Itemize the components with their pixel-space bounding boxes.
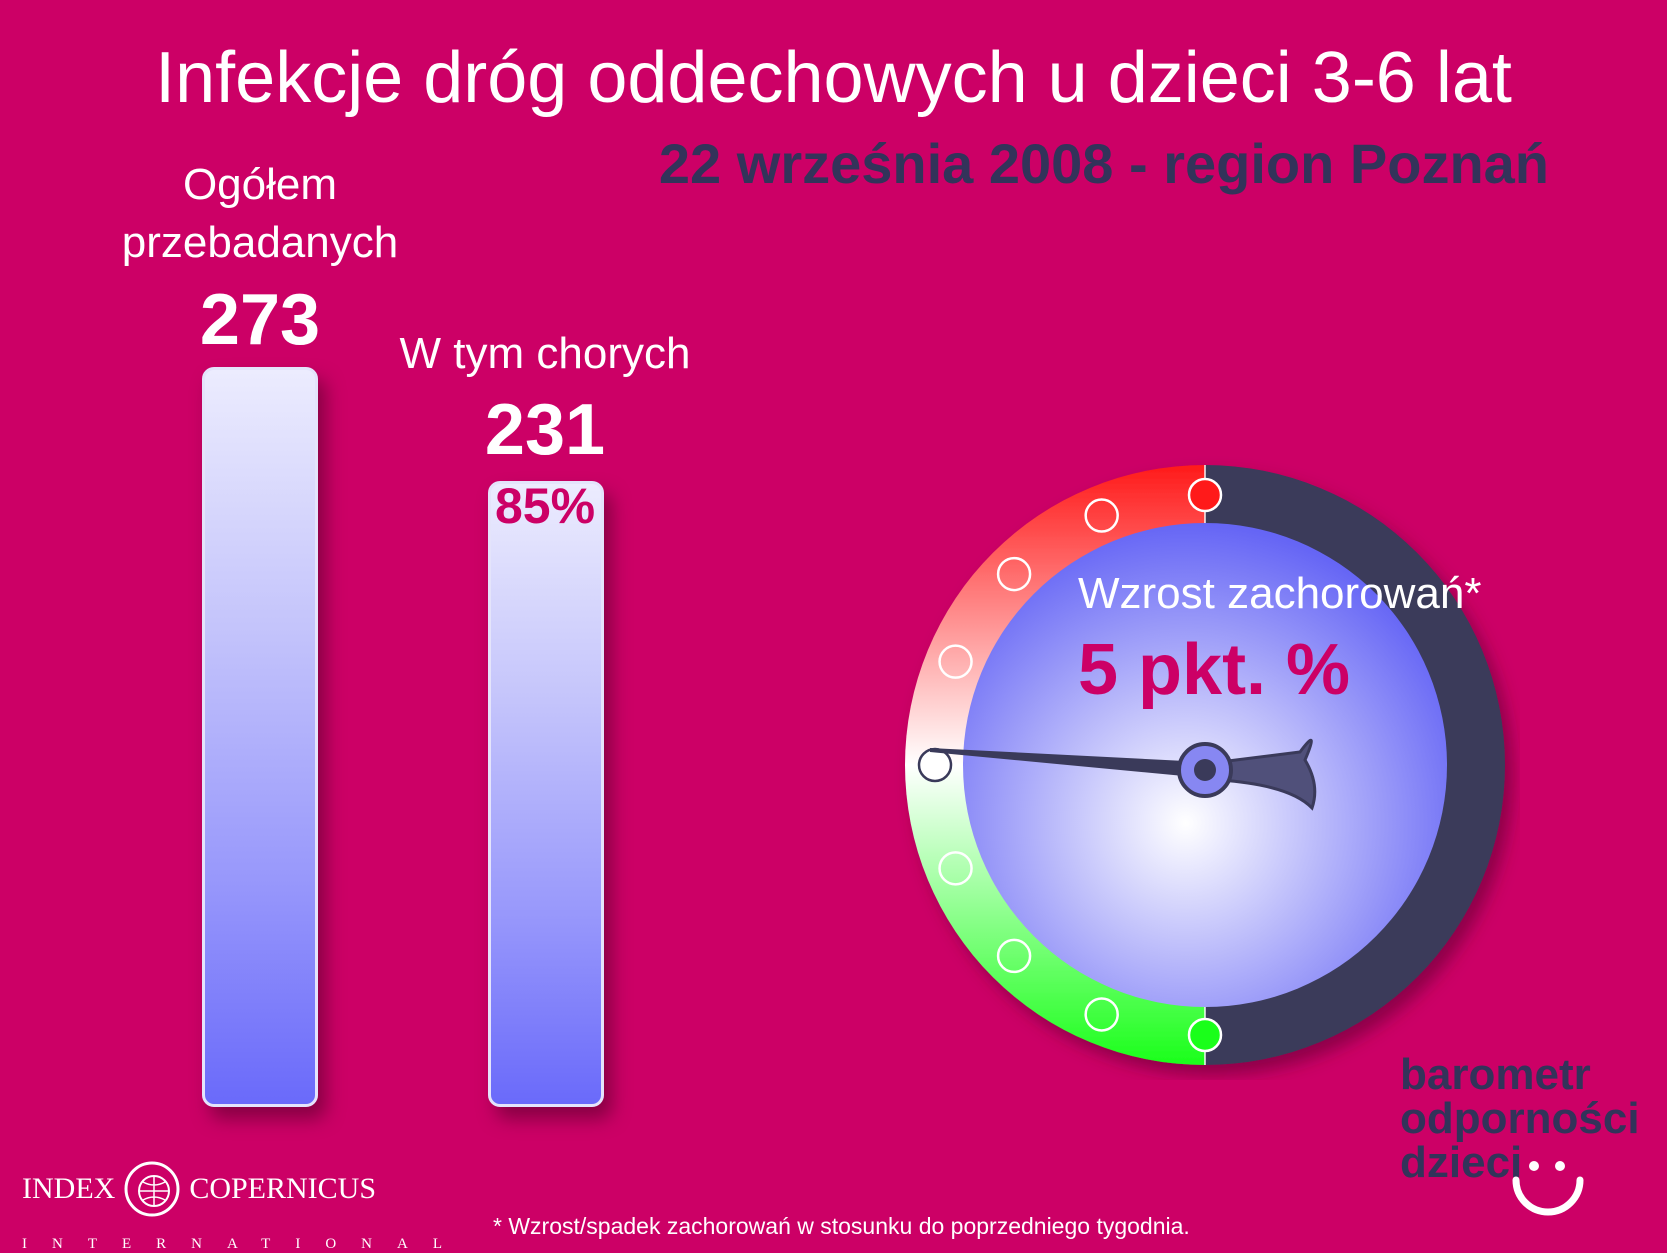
gauge-tick xyxy=(1187,477,1223,513)
gauge-tick xyxy=(1187,1017,1223,1053)
gauge-tick xyxy=(917,747,953,783)
bar-value-label-sick: 231 xyxy=(484,390,606,470)
brand-line3: dzieci xyxy=(1400,1138,1523,1187)
gauge-label: Wzrost zachorowań* xyxy=(1078,569,1482,618)
chart-subtitle: 22 września 2008 - region Poznań xyxy=(658,132,1549,195)
gauge-tick xyxy=(938,644,973,679)
logo-international: INTERNATIONAL xyxy=(22,1236,467,1252)
brand-line1: barometr xyxy=(1400,1050,1591,1099)
index-copernicus-logo: INDEX COPERNICUS INTERNATIONAL xyxy=(22,1160,467,1253)
gauge-tick xyxy=(938,851,973,886)
globe-icon xyxy=(124,1161,180,1217)
bar-total xyxy=(202,367,318,1107)
gauge-value: 5 pkt. % xyxy=(1078,630,1351,710)
gauge-needle xyxy=(930,748,1205,778)
gauge xyxy=(905,465,1505,1065)
bar-value-label-total: 273 xyxy=(199,280,321,360)
gauge-needle-tail xyxy=(1218,738,1317,811)
gauge-tick xyxy=(996,556,1032,592)
logo-index: INDEX xyxy=(22,1172,116,1205)
brand-line2: odporności xyxy=(1400,1094,1640,1143)
brand-logo: barometr odporności dzieci xyxy=(1400,1053,1640,1185)
bar-sick xyxy=(488,480,604,1107)
chart-title: Infekcje dróg oddechowych u dzieci 3-6 l… xyxy=(155,38,1512,118)
gauge-hub-center xyxy=(1194,759,1216,781)
gauge-tick xyxy=(996,938,1032,974)
gauge-tick xyxy=(1084,997,1119,1032)
gauge-ticks xyxy=(917,477,1223,1053)
gauge-tick xyxy=(1084,498,1119,533)
category-label-sick: W tym chorych xyxy=(399,329,691,378)
logo-copernicus: COPERNICUS xyxy=(189,1172,377,1205)
smiley-icon xyxy=(1512,1161,1584,1216)
category-label-total: Ogółem przebadanych xyxy=(60,156,460,272)
footnote: * Wzrost/spadek zachorowań w stosunku do… xyxy=(493,1213,1190,1239)
percent-label: 85% xyxy=(494,478,596,534)
category-label-total-line1: Ogółem xyxy=(182,160,338,209)
category-label-total-line2: przebadanych xyxy=(121,218,399,267)
